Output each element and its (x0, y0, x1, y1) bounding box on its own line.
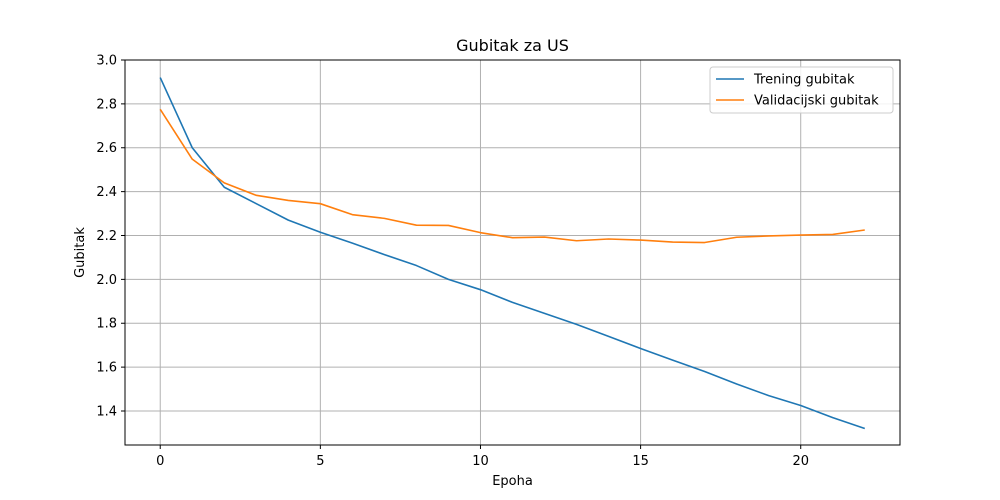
legend-box (709, 66, 894, 114)
x-axis: 0 5 10 15 20 (156, 445, 809, 469)
x-tick-label: 0 (156, 454, 164, 469)
x-tick-label: 20 (792, 454, 809, 469)
series-line-2 (159, 108, 865, 244)
series-layer (159, 77, 866, 430)
y-tick-label: 1.6 (96, 361, 117, 376)
y-tick-label: 2.2 (96, 229, 117, 244)
legend: Trening gubitak Validacijski gubitak (709, 66, 894, 114)
y-axis-label: Gubitak (73, 227, 88, 278)
x-axis-label: Epoha (492, 474, 533, 489)
series-line-1 (159, 77, 866, 430)
legend-label-2: Validacijski gubitak (754, 94, 879, 109)
y-tick-label: 2.6 (96, 141, 117, 156)
y-tick-label: 2.8 (96, 97, 117, 112)
x-tick-label: 10 (472, 454, 489, 469)
x-tick-label: 15 (632, 454, 649, 469)
x-tick-label: 5 (316, 454, 324, 469)
grid (125, 59, 900, 445)
chart-title: Gubitak za US (456, 36, 569, 55)
y-tick-label: 1.8 (96, 317, 117, 332)
y-tick-label: 2.4 (96, 185, 117, 200)
y-tick-label: 3.0 (96, 54, 117, 69)
legend-label-1: Trening gubitak (753, 73, 855, 88)
y-tick-label: 1.4 (96, 404, 117, 419)
y-tick-label: 2.0 (96, 273, 117, 288)
plot-area (124, 59, 901, 446)
y-axis: 1.4 1.6 1.8 2.0 2.2 2.4 2.6 2.8 3.0 (96, 54, 125, 419)
